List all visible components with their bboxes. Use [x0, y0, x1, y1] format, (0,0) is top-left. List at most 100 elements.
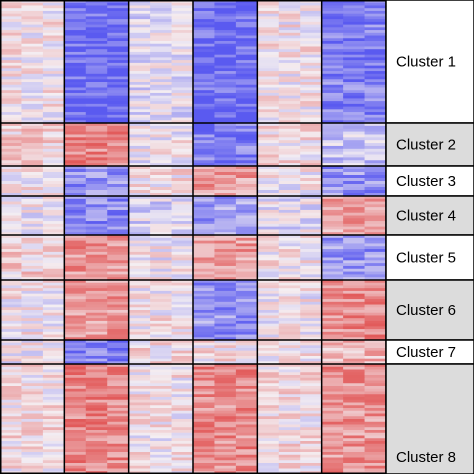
heatmap-cell [21, 257, 44, 261]
heatmap-cell [64, 361, 87, 365]
heatmap-cell [0, 274, 22, 278]
heatmap-cell [150, 340, 172, 344]
heatmap-cell [278, 304, 301, 308]
heatmap-cell [107, 318, 130, 322]
heatmap-cell [150, 443, 172, 447]
heatmap-cell [343, 419, 365, 423]
heatmap-cell [0, 419, 22, 423]
heatmap-cell [171, 212, 194, 216]
heatmap-cell [278, 271, 301, 275]
heatmap-cell [300, 114, 323, 118]
heatmap-cell [42, 35, 65, 39]
heatmap-cell [343, 364, 365, 368]
heatmap-cell [64, 175, 87, 179]
heatmap-cell [0, 51, 22, 56]
heatmap-cell [21, 443, 44, 447]
heatmap-cell [321, 148, 344, 153]
heatmap-cell [21, 280, 44, 284]
heatmap-cell [214, 46, 237, 50]
heatmap-cell [21, 157, 44, 161]
heatmap-cell [21, 13, 44, 17]
heatmap-cell [21, 340, 44, 344]
heatmap-cell [85, 212, 108, 216]
heatmap-cell [171, 310, 194, 314]
heatmap-cell [214, 163, 237, 167]
heatmap-cell [21, 43, 44, 47]
heatmap-cell [300, 282, 323, 286]
heatmap-cell [64, 166, 87, 170]
heatmap-cell [128, 184, 151, 188]
heatmap-cell [364, 271, 387, 275]
heatmap-cell [214, 172, 237, 176]
heatmap-cell [235, 386, 258, 390]
heatmap-cell [150, 260, 172, 264]
heatmap-cell [278, 408, 301, 412]
heatmap-cell [193, 337, 215, 341]
heatmap-cell [257, 112, 280, 116]
heatmap-cell [21, 274, 44, 278]
heatmap-cell [278, 123, 301, 127]
heatmap-cell [0, 169, 22, 173]
heatmap-cell [85, 35, 108, 39]
heatmap-cell [364, 120, 387, 124]
heatmap-cell [42, 366, 65, 370]
heatmap-cell [300, 131, 323, 135]
heatmap-cell [214, 226, 237, 230]
heatmap-cell [235, 223, 258, 228]
heatmap-cell [150, 296, 172, 300]
heatmap-cell [128, 209, 151, 214]
heatmap-cell [171, 410, 194, 414]
heatmap-cell [85, 175, 108, 179]
heatmap-cell [0, 73, 22, 77]
heatmap-cell [193, 394, 215, 398]
heatmap-cell [235, 117, 258, 121]
heatmap-cell [128, 160, 151, 164]
heatmap-cell [193, 128, 215, 132]
heatmap-cell [85, 424, 108, 428]
heatmap-cell [64, 13, 87, 17]
heatmap-cell [150, 30, 172, 34]
heatmap-cell [278, 251, 301, 256]
heatmap-cell [300, 240, 323, 244]
heatmap-cell [0, 163, 22, 167]
heatmap-cell [107, 320, 130, 325]
heatmap-cell [42, 375, 65, 379]
heatmap-cell [321, 35, 344, 39]
heatmap-cell [42, 274, 65, 278]
heatmap-cell [0, 221, 22, 225]
heatmap-cell [278, 454, 301, 458]
heatmap-cell [150, 318, 172, 322]
heatmap-cell [128, 280, 151, 284]
heatmap-cell [107, 103, 130, 107]
heatmap-cell [364, 353, 387, 357]
heatmap-cell [107, 293, 130, 297]
heatmap-cell [64, 408, 87, 412]
heatmap-cell [64, 282, 87, 286]
heatmap-cell [85, 13, 108, 17]
heatmap-cell [64, 441, 87, 445]
heatmap-cell [343, 43, 365, 47]
heatmap-cell [193, 348, 215, 352]
heatmap-cell [343, 190, 365, 194]
heatmap-cell [214, 212, 237, 216]
heatmap-cell [0, 120, 22, 124]
heatmap-cell [321, 43, 344, 47]
heatmap-cell [300, 181, 323, 185]
heatmap-cell [321, 98, 344, 102]
heatmap-cell [300, 340, 323, 344]
heatmap-cell [343, 157, 365, 161]
heatmap-cell [364, 299, 387, 303]
heatmap-cell [150, 178, 172, 182]
heatmap-cell [235, 157, 258, 161]
heatmap-cell [300, 24, 323, 28]
heatmap-cell [107, 402, 130, 406]
heatmap-cell [235, 49, 258, 53]
heatmap-cell [171, 290, 194, 295]
heatmap-cell [300, 268, 323, 272]
heatmap-cell [235, 79, 258, 83]
heatmap-cell [235, 151, 258, 155]
heatmap-cell [235, 331, 258, 335]
heatmap-cell [193, 268, 215, 272]
heatmap-cell [0, 8, 22, 12]
heatmap-cell [64, 240, 87, 244]
